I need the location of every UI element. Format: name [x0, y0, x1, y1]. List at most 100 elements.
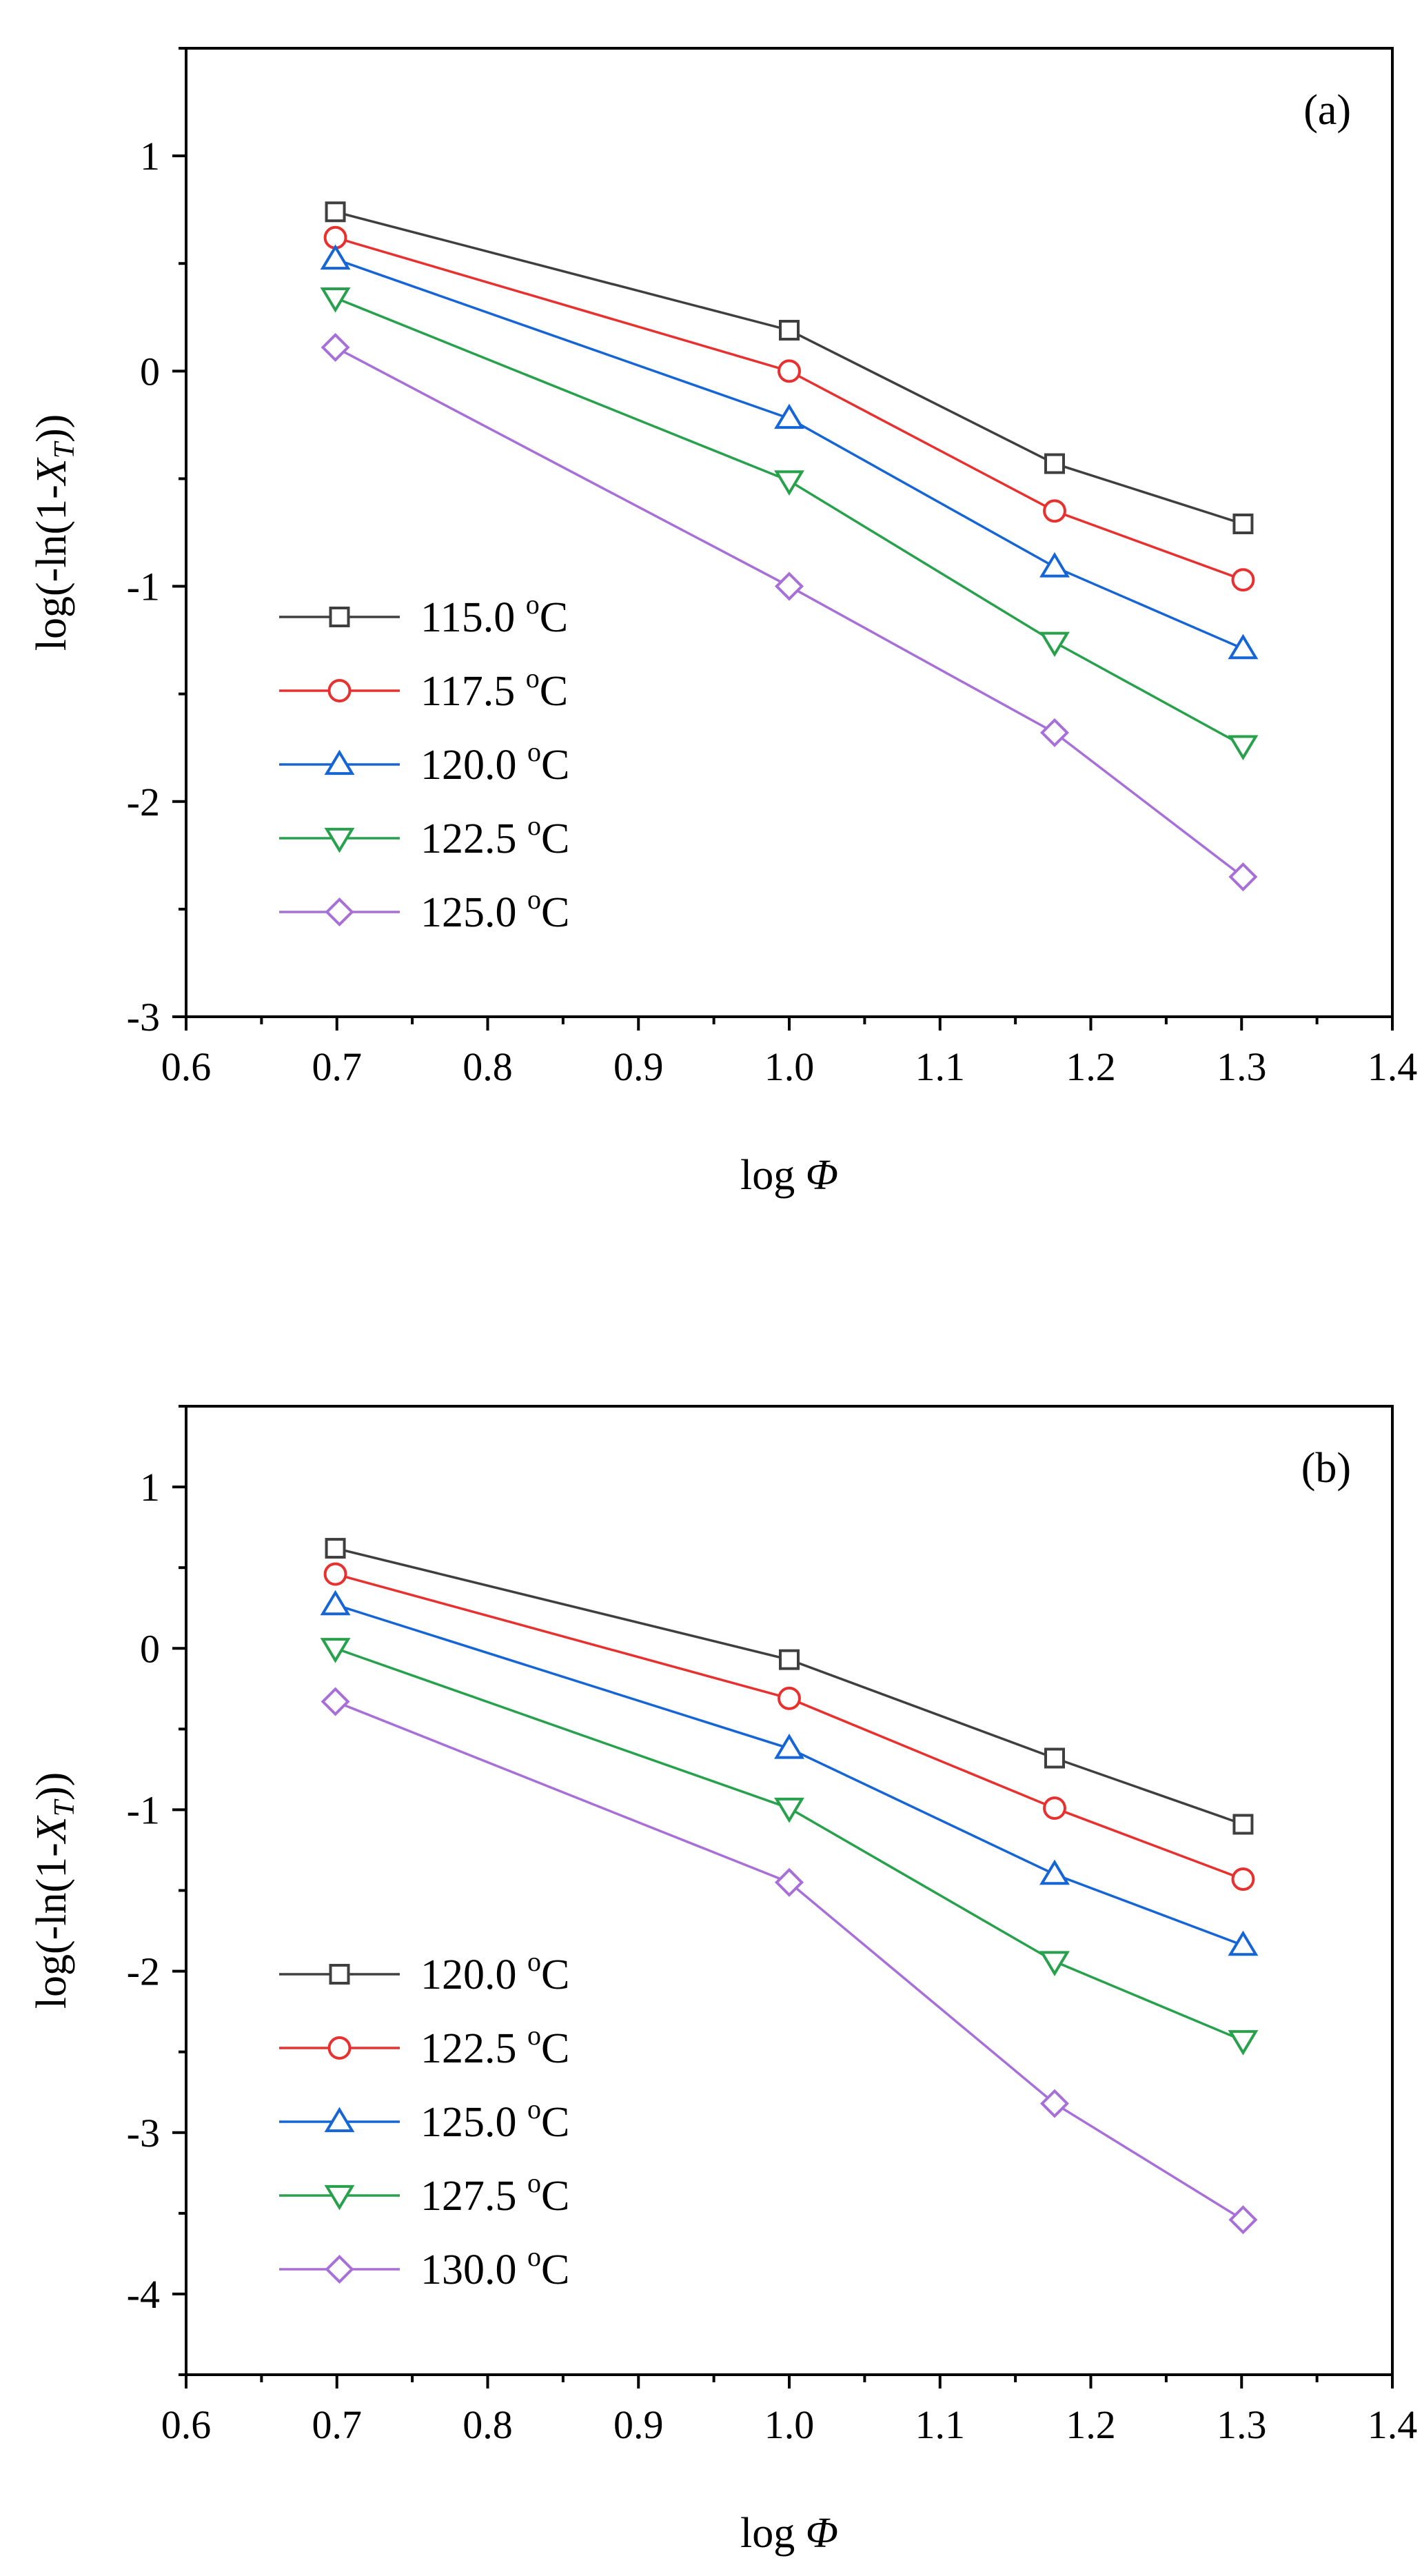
series-4 — [321, 1687, 1258, 2235]
series-line — [334, 1647, 1244, 2042]
legend-label-unit: C — [541, 889, 569, 936]
legend-item: 117.5 oC — [279, 662, 568, 715]
data-point — [1039, 552, 1070, 578]
data-point — [779, 320, 800, 341]
legend-label-value: 120.0 — [420, 1951, 527, 1998]
data-point — [1039, 1859, 1070, 1885]
legend-label-unit: C — [541, 2025, 569, 2072]
x-tick-label: 1.3 — [1217, 1044, 1267, 1089]
y-axis-title-subscript: T — [49, 440, 81, 458]
y-axis-title-suffix: )) — [28, 414, 75, 443]
data-point — [1228, 1930, 1259, 1956]
data-point — [323, 1562, 347, 1586]
x-tick-label: 0.6 — [161, 2402, 212, 2447]
legend-label: 125.0 oC — [420, 2093, 569, 2146]
x-tick-label: 1.2 — [1066, 1044, 1116, 1089]
x-tick-label: 0.8 — [463, 1044, 513, 1089]
legend-marker — [329, 1964, 350, 1985]
x-tick-label: 0.7 — [312, 1044, 363, 1089]
legend-label-value: 122.5 — [420, 815, 527, 862]
data-point — [1232, 514, 1254, 535]
series-line — [335, 1572, 1244, 1880]
panel-label: (b) — [1301, 1445, 1351, 1492]
legend-label-unit: C — [541, 742, 569, 789]
legend-label: 122.5 oC — [420, 2020, 569, 2072]
legend-label-unit: C — [541, 1951, 569, 1998]
legend-label: 130.0 oC — [420, 2241, 569, 2293]
legend-label-unit: C — [540, 668, 568, 715]
legend-item: 115.0 oC — [279, 589, 568, 641]
legend-label: 120.0 oC — [420, 1946, 569, 1998]
legend-marker — [327, 2036, 352, 2060]
y-axis-title-variable: X — [28, 457, 75, 487]
legend-label-degree: o — [527, 1946, 541, 1977]
plot-frame — [185, 47, 1394, 1018]
y-tick-label: -2 — [127, 780, 160, 824]
legend-marker — [324, 749, 355, 775]
series-1 — [323, 1562, 1255, 1892]
series-2 — [320, 1590, 1259, 1956]
x-tick-label: 1.0 — [764, 2402, 815, 2447]
legend-marker — [324, 827, 355, 853]
data-point — [1039, 2089, 1070, 2118]
data-point — [778, 1686, 801, 1710]
legend-label-unit: C — [541, 2173, 569, 2220]
data-point — [325, 1538, 346, 1559]
series-1 — [323, 225, 1255, 592]
x-axis-title-text: log — [740, 2510, 806, 2557]
y-tick-label: -4 — [127, 2272, 160, 2317]
data-point — [779, 1649, 800, 1670]
y-tick-label: 1 — [140, 1465, 160, 1510]
data-point — [778, 359, 801, 383]
legend-marker — [324, 2184, 355, 2211]
data-point — [1039, 631, 1070, 658]
legend-label-value: 125.0 — [420, 889, 527, 936]
legend-label: 115.0 oC — [420, 589, 568, 641]
x-tick-label: 0.7 — [312, 2402, 363, 2447]
legend-label-unit: C — [541, 2099, 569, 2146]
panel-label: (a) — [1303, 87, 1351, 134]
legend-label-degree: o — [527, 2241, 541, 2272]
y-axis-title-suffix: )) — [28, 1772, 75, 1801]
legend-label-value: 120.0 — [420, 742, 527, 789]
legend-item: 120.0 oC — [279, 736, 569, 789]
data-point — [774, 1867, 804, 1897]
y-axis-title: log(-ln(1-XT)) — [28, 414, 81, 651]
x-axis-title: log Φ — [740, 1152, 838, 1199]
chart-panel-a: 0.6 0.7 0.8 0.9 1.0 1.1 1.2 1.3 1.4 -3 -2 -1 0 1 log Φ… — [28, 47, 1417, 1199]
data-point — [1043, 1796, 1066, 1821]
data-point — [1228, 735, 1259, 761]
legend-marker — [327, 679, 352, 702]
series-0 — [325, 1538, 1254, 1835]
x-tick-label: 0.9 — [613, 2402, 664, 2447]
x-axis-title: log Φ — [740, 2510, 838, 2557]
series-line — [335, 1603, 1244, 1947]
data-point — [320, 1590, 351, 1616]
legend-item: 125.0 oC — [279, 2093, 569, 2146]
data-point — [1232, 1814, 1254, 1835]
x-tick-label: 1.4 — [1368, 2402, 1418, 2447]
series-4 — [321, 332, 1258, 892]
legend-label-unit: C — [541, 815, 569, 862]
y-tick-label: -2 — [127, 1949, 160, 1994]
x-tick-label: 0.9 — [613, 1044, 664, 1089]
y-tick-label: -3 — [127, 2111, 160, 2156]
legend-label-degree: o — [527, 810, 541, 841]
data-point — [320, 1638, 351, 1663]
data-point — [1039, 1951, 1070, 1976]
y-axis-title-subscript: T — [49, 1798, 81, 1816]
legend-item: 122.5 oC — [279, 2020, 569, 2072]
data-point — [325, 201, 346, 223]
legend-label-degree: o — [527, 2167, 541, 2198]
legend-marker — [329, 607, 350, 627]
x-tick-label: 1.0 — [764, 1044, 815, 1089]
x-tick-label: 1.3 — [1217, 2402, 1267, 2447]
series-line — [335, 236, 1244, 581]
legend-label-value: 117.5 — [420, 668, 526, 715]
chart-panel-b: 0.6 0.7 0.8 0.9 1.0 1.1 1.2 1.3 1.4 -4 -3 -2 -1 0 1 log… — [28, 1405, 1418, 2557]
y-axis-title-variable: X — [28, 1815, 75, 1845]
data-point — [1228, 2030, 1259, 2056]
data-point — [321, 332, 350, 363]
